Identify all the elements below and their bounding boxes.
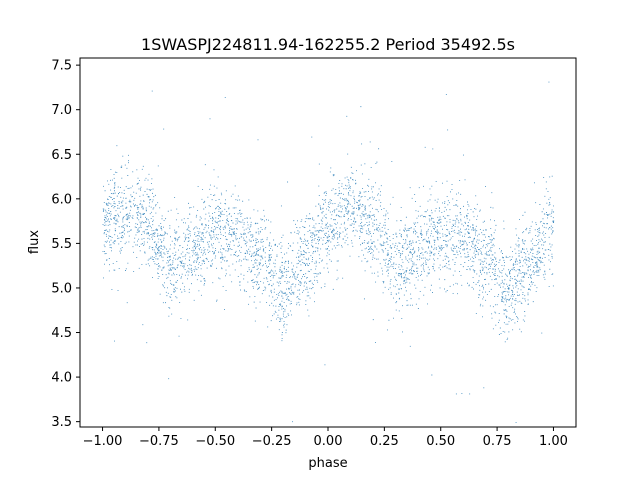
data-points — [102, 81, 555, 424]
y-tick-label: 5.5 — [51, 237, 72, 252]
y-tick-label: 7.0 — [51, 103, 72, 118]
x-tick-label: −0.75 — [139, 434, 179, 449]
x-tick-label: −0.50 — [195, 434, 235, 449]
y-tick-label: 4.0 — [51, 371, 72, 386]
x-tick-label: −1.00 — [83, 434, 123, 449]
y-axis-ticks: 3.5 4.0 4.5 5.0 5.5 6.0 6.5 7.0 7.5 — [51, 59, 80, 430]
x-tick-label: −0.25 — [252, 434, 292, 449]
y-tick-label: 5.0 — [51, 281, 72, 296]
x-tick-label: 0.75 — [483, 434, 512, 449]
scatter-points — [102, 81, 555, 424]
x-tick-label: 1.00 — [539, 434, 568, 449]
y-tick-label: 7.5 — [51, 59, 72, 74]
y-tick-label: 6.5 — [51, 148, 72, 163]
x-tick-label: 0.00 — [314, 434, 343, 449]
x-axis-label: phase — [308, 456, 347, 471]
y-tick-label: 3.5 — [51, 415, 72, 430]
y-axis-label: flux — [27, 230, 42, 254]
chart-title: 1SWASPJ224811.94-162255.2 Period 35492.5… — [141, 35, 515, 54]
x-axis-ticks: −1.00 −0.75 −0.50 −0.25 0.00 0.25 0.50 0.75 1.00 — [83, 427, 568, 449]
y-tick-label: 4.5 — [51, 326, 72, 341]
x-tick-label: 0.50 — [426, 434, 455, 449]
y-tick-label: 6.0 — [51, 192, 72, 207]
x-tick-label: 0.25 — [370, 434, 399, 449]
